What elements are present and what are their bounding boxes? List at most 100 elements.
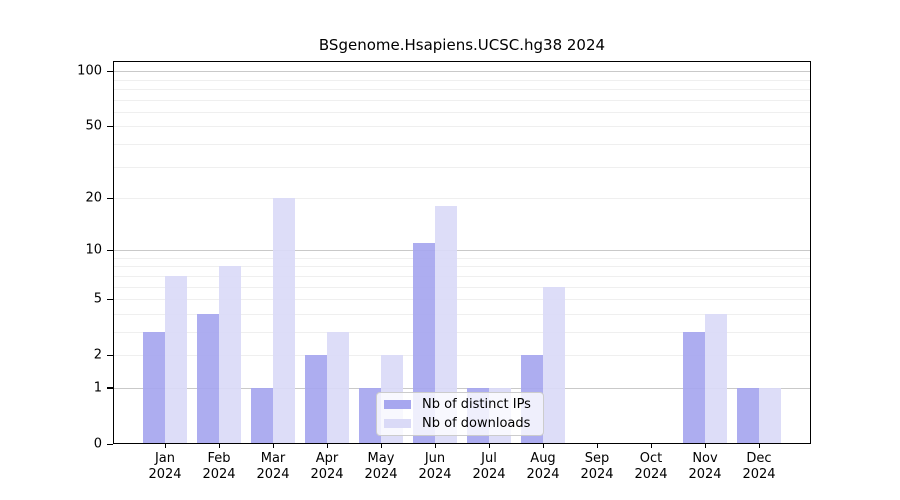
- y-axis-label: 10: [85, 242, 102, 258]
- x-axis-label: Jan 2024: [148, 451, 181, 484]
- x-axis-label: Jul 2024: [472, 451, 505, 484]
- x-axis-label-year: 2024: [688, 467, 722, 483]
- x-axis-tick: [326, 444, 328, 448]
- minor-gridline: [113, 331, 811, 333]
- legend-item-distinct-ips: Nb of distinct IPs: [384, 397, 535, 412]
- x-axis-tick: [758, 444, 760, 448]
- minor-gridline: [113, 286, 811, 288]
- x-axis-tick: [272, 444, 274, 448]
- x-axis-label: Sep 2024: [580, 451, 613, 484]
- x-axis-label: Nov 2024: [688, 451, 721, 484]
- x-axis-label: May 2024: [364, 451, 397, 484]
- x-axis-label-month: May: [367, 451, 395, 466]
- y-axis-label: 5: [93, 291, 102, 307]
- x-axis-label-month: Nov: [692, 451, 718, 466]
- x-axis-label-year: 2024: [310, 467, 344, 483]
- legend-swatch-distinct-ips: [384, 400, 411, 409]
- x-axis-label-month: Mar: [260, 451, 286, 466]
- legend-label-distinct-ips: Nb of distinct IPs: [422, 397, 531, 412]
- minor-gridline: [113, 198, 811, 199]
- y-axis-label: 100: [77, 63, 102, 79]
- x-axis-label-month: Dec: [746, 451, 772, 466]
- x-axis-label-month: Sep: [584, 451, 610, 466]
- x-axis-tick: [218, 444, 220, 448]
- x-axis-label-year: 2024: [634, 467, 668, 483]
- y-axis-label: 0: [93, 436, 102, 452]
- y-axis-tick: [107, 387, 113, 389]
- minor-gridline: [113, 313, 811, 315]
- x-axis-label: Apr 2024: [310, 451, 343, 484]
- chart-title: BSgenome.Hsapiens.UCSC.hg38 2024: [318, 36, 606, 54]
- x-axis-tick: [650, 444, 652, 448]
- y-axis-tick: [107, 70, 113, 72]
- minor-gridline: [113, 299, 811, 301]
- minor-gridline: [113, 88, 811, 90]
- x-axis-label: Aug 2024: [526, 451, 559, 484]
- x-axis-label-month: Feb: [207, 451, 231, 466]
- bar-nb-of-distinct-ips-feb: [197, 313, 219, 444]
- bar-nb-of-distinct-ips-mar: [251, 387, 273, 444]
- y-axis-tick: [107, 125, 113, 128]
- legend-swatch-downloads: [384, 419, 411, 428]
- y-axis-tick: [107, 249, 113, 252]
- x-axis-tick: [164, 444, 166, 448]
- x-axis-label-year: 2024: [526, 467, 560, 483]
- y-axis-label: 50: [85, 118, 102, 134]
- bar-nb-of-downloads-jan: [165, 275, 187, 444]
- x-axis-label-year: 2024: [418, 467, 452, 483]
- y-axis-tick: [107, 197, 113, 199]
- legend: Nb of distinct IPs Nb of downloads: [376, 392, 544, 436]
- major-gridline: [113, 71, 811, 73]
- x-axis-tick: [704, 444, 706, 448]
- x-axis-tick: [542, 444, 544, 448]
- x-axis-label-year: 2024: [742, 467, 776, 483]
- x-axis-label: Jun 2024: [418, 451, 451, 484]
- minor-gridline: [113, 275, 811, 277]
- x-axis-label-year: 2024: [202, 467, 236, 483]
- legend-item-downloads: Nb of downloads: [384, 416, 535, 431]
- x-axis-label-month: Jul: [481, 451, 497, 466]
- x-axis-tick: [488, 444, 490, 448]
- minor-gridline: [113, 99, 811, 101]
- minor-gridline: [113, 166, 811, 168]
- minor-gridline: [113, 143, 811, 145]
- bar-nb-of-downloads-dec: [759, 387, 781, 444]
- bar-nb-of-downloads-aug: [543, 286, 565, 444]
- x-axis-label-month: Jan: [154, 451, 176, 466]
- y-axis-tick: [107, 443, 113, 445]
- minor-gridline: [113, 257, 811, 259]
- bar-nb-of-downloads-apr: [327, 331, 349, 444]
- plot-area: Nb of distinct IPs Nb of downloads 0 1 2 5 1…: [77, 61, 811, 482]
- x-axis-label: Oct 2024: [634, 451, 667, 484]
- bar-nb-of-downloads-feb: [219, 266, 241, 444]
- x-axis-label-month: Apr: [315, 451, 339, 466]
- y-axis-label: 20: [85, 190, 102, 206]
- y-axis-label: 2: [93, 347, 102, 363]
- bar-nb-of-downloads-nov: [705, 313, 727, 444]
- x-axis-label-year: 2024: [256, 467, 290, 483]
- minor-gridline: [113, 111, 811, 113]
- bar-nb-of-distinct-ips-dec: [737, 387, 759, 444]
- minor-gridline: [113, 355, 811, 357]
- x-axis-label-month: Jun: [424, 451, 446, 466]
- bar-nb-of-distinct-ips-nov: [683, 331, 705, 444]
- bar-nb-of-downloads-jun: [435, 206, 457, 444]
- bar-nb-of-distinct-ips-apr: [305, 355, 327, 444]
- y-axis-tick: [107, 354, 113, 357]
- x-axis-label-year: 2024: [472, 467, 506, 483]
- x-axis-label: Mar 2024: [256, 451, 289, 484]
- y-axis-tick: [107, 298, 113, 301]
- minor-gridline: [113, 79, 811, 81]
- x-axis-label: Feb 2024: [202, 451, 235, 484]
- x-axis-label-month: Oct: [639, 451, 663, 466]
- x-axis-tick: [434, 444, 436, 448]
- y-axis-label: 1: [93, 380, 102, 396]
- x-axis-label-year: 2024: [580, 467, 614, 483]
- x-axis-label-month: Aug: [530, 451, 556, 466]
- bar-nb-of-downloads-mar: [273, 198, 295, 444]
- minor-gridline: [113, 266, 811, 268]
- bar-nb-of-distinct-ips-jan: [143, 331, 165, 444]
- x-axis-label-year: 2024: [364, 467, 398, 483]
- major-gridline: [113, 387, 811, 389]
